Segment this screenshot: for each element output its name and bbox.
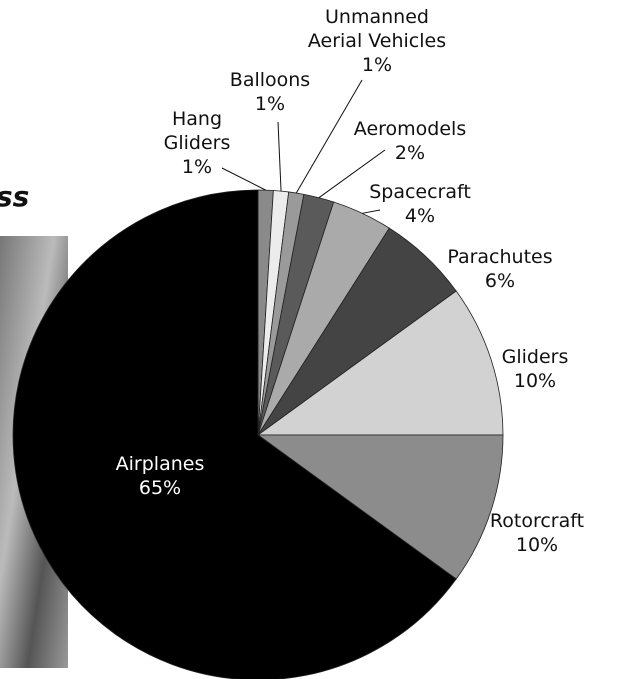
slice-name: Unmanned Aerial Vehicles [307, 6, 447, 52]
slice-label: Rotorcraft 10% [490, 509, 584, 557]
slice-label: Spacecraft 4% [369, 180, 471, 228]
slice-value: 65% [138, 477, 182, 499]
leader-line [362, 209, 381, 214]
leader-line [221, 167, 266, 191]
slice-name: Hang Gliders [163, 108, 231, 154]
slice-label: Balloons 1% [230, 68, 310, 116]
slice-value: 1% [181, 156, 213, 178]
slice-label: Aeromodels 2% [354, 117, 466, 165]
slice-label: Parachutes 6% [447, 245, 552, 293]
slice-label: Airplanes 65% [116, 452, 205, 500]
slice-value: 1% [254, 93, 286, 115]
leader-line [277, 121, 282, 192]
slice-value: 10% [513, 370, 557, 392]
leader-line [295, 79, 363, 194]
slice-label: Unmanned Aerial Vehicles 1% [308, 5, 446, 77]
slice-name: Balloons [229, 69, 311, 91]
slice-label: Hang Gliders 1% [164, 107, 231, 179]
slice-name: Rotorcraft [489, 510, 585, 532]
slice-value: 4% [404, 205, 436, 227]
slice-name: Gliders [501, 346, 569, 368]
slice-name: Aeromodels [353, 118, 467, 140]
slice-name: Airplanes [115, 453, 205, 475]
pie-slice [256, 434, 504, 580]
slice-value: 10% [515, 534, 559, 556]
pie-slice [12, 189, 457, 679]
slice-value: 6% [484, 270, 516, 292]
slice-label: Gliders 10% [502, 345, 569, 393]
background-text: ss [0, 180, 30, 213]
slice-name: Spacecraft [369, 181, 471, 203]
leader-line [318, 149, 386, 199]
slice-name: Parachutes [447, 246, 553, 268]
pie-slice [256, 290, 504, 436]
slice-value: 2% [394, 142, 426, 164]
slice-value: 1% [361, 54, 393, 76]
